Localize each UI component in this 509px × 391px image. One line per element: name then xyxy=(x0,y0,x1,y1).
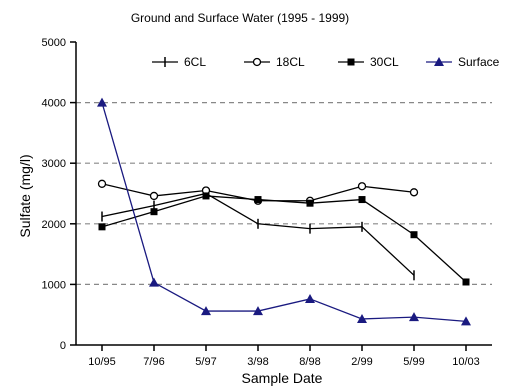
legend-item-30cl: 30CL xyxy=(338,55,399,69)
data-point xyxy=(253,306,263,316)
legend-label: 30CL xyxy=(370,55,399,69)
legend-label: 18CL xyxy=(276,55,305,69)
data-point xyxy=(254,196,262,204)
legend-item-surface: Surface xyxy=(426,55,500,69)
y-tick-label: 2000 xyxy=(42,219,66,231)
data-point xyxy=(149,191,159,201)
grid-lines xyxy=(76,101,492,285)
legend-marker xyxy=(434,57,444,66)
y-tick-label: 3000 xyxy=(42,158,66,170)
legend-item-6cl: 6CL xyxy=(152,55,206,69)
x-axis-ticks: 10/95 7/96 5/97 3/98 8/98 2/99 5/99 10/03 xyxy=(88,345,480,368)
legend-marker xyxy=(252,57,262,67)
data-point xyxy=(462,278,470,286)
x-tick-label: 8/98 xyxy=(299,356,320,368)
y-tick-label: 4000 xyxy=(42,98,66,110)
data-point xyxy=(98,223,106,231)
data-point xyxy=(357,313,367,323)
series-line xyxy=(101,102,467,323)
x-tick-label: 5/99 xyxy=(403,356,424,368)
x-tick-label: 3/98 xyxy=(247,356,268,368)
legend-marker xyxy=(347,58,355,66)
chart-title: Ground and Surface Water (1995 - 1999) xyxy=(131,11,349,25)
data-point xyxy=(305,293,315,303)
x-tick-label: 10/95 xyxy=(88,356,116,368)
series-surface xyxy=(97,97,471,326)
data-point xyxy=(97,97,107,107)
data-point xyxy=(409,312,419,322)
data-point xyxy=(358,196,366,204)
x-tick-label: 5/97 xyxy=(195,356,216,368)
legend-item-18cl: 18CL xyxy=(244,55,305,69)
x-axis-title: Sample Date xyxy=(242,370,323,386)
series-30cl xyxy=(98,192,470,286)
y-tick-label: 1000 xyxy=(42,279,66,291)
data-point xyxy=(461,316,471,326)
y-tick-label: 5000 xyxy=(42,37,66,49)
x-tick-label: 7/96 xyxy=(143,356,164,368)
data-series xyxy=(97,97,471,326)
data-point xyxy=(409,188,419,197)
data-point xyxy=(97,179,107,188)
y-axis-title: Sulfate (mg/l) xyxy=(17,154,33,237)
legend-label: Surface xyxy=(458,55,500,69)
y-tick-label: 0 xyxy=(60,340,66,352)
series-line xyxy=(101,195,467,283)
x-tick-label: 10/03 xyxy=(452,356,480,368)
legend-label: 6CL xyxy=(184,55,206,69)
data-point xyxy=(306,199,314,207)
x-tick-label: 2/99 xyxy=(351,356,372,368)
data-point xyxy=(357,182,367,191)
data-point xyxy=(202,192,210,200)
axes xyxy=(75,42,492,346)
data-point xyxy=(201,306,211,316)
data-point xyxy=(150,208,158,216)
legend: 6CL 18CL 30CL Surface xyxy=(152,55,500,69)
y-axis-ticks: 0 1000 2000 3000 4000 5000 xyxy=(42,37,76,352)
data-point xyxy=(149,277,159,287)
data-point xyxy=(410,231,418,239)
